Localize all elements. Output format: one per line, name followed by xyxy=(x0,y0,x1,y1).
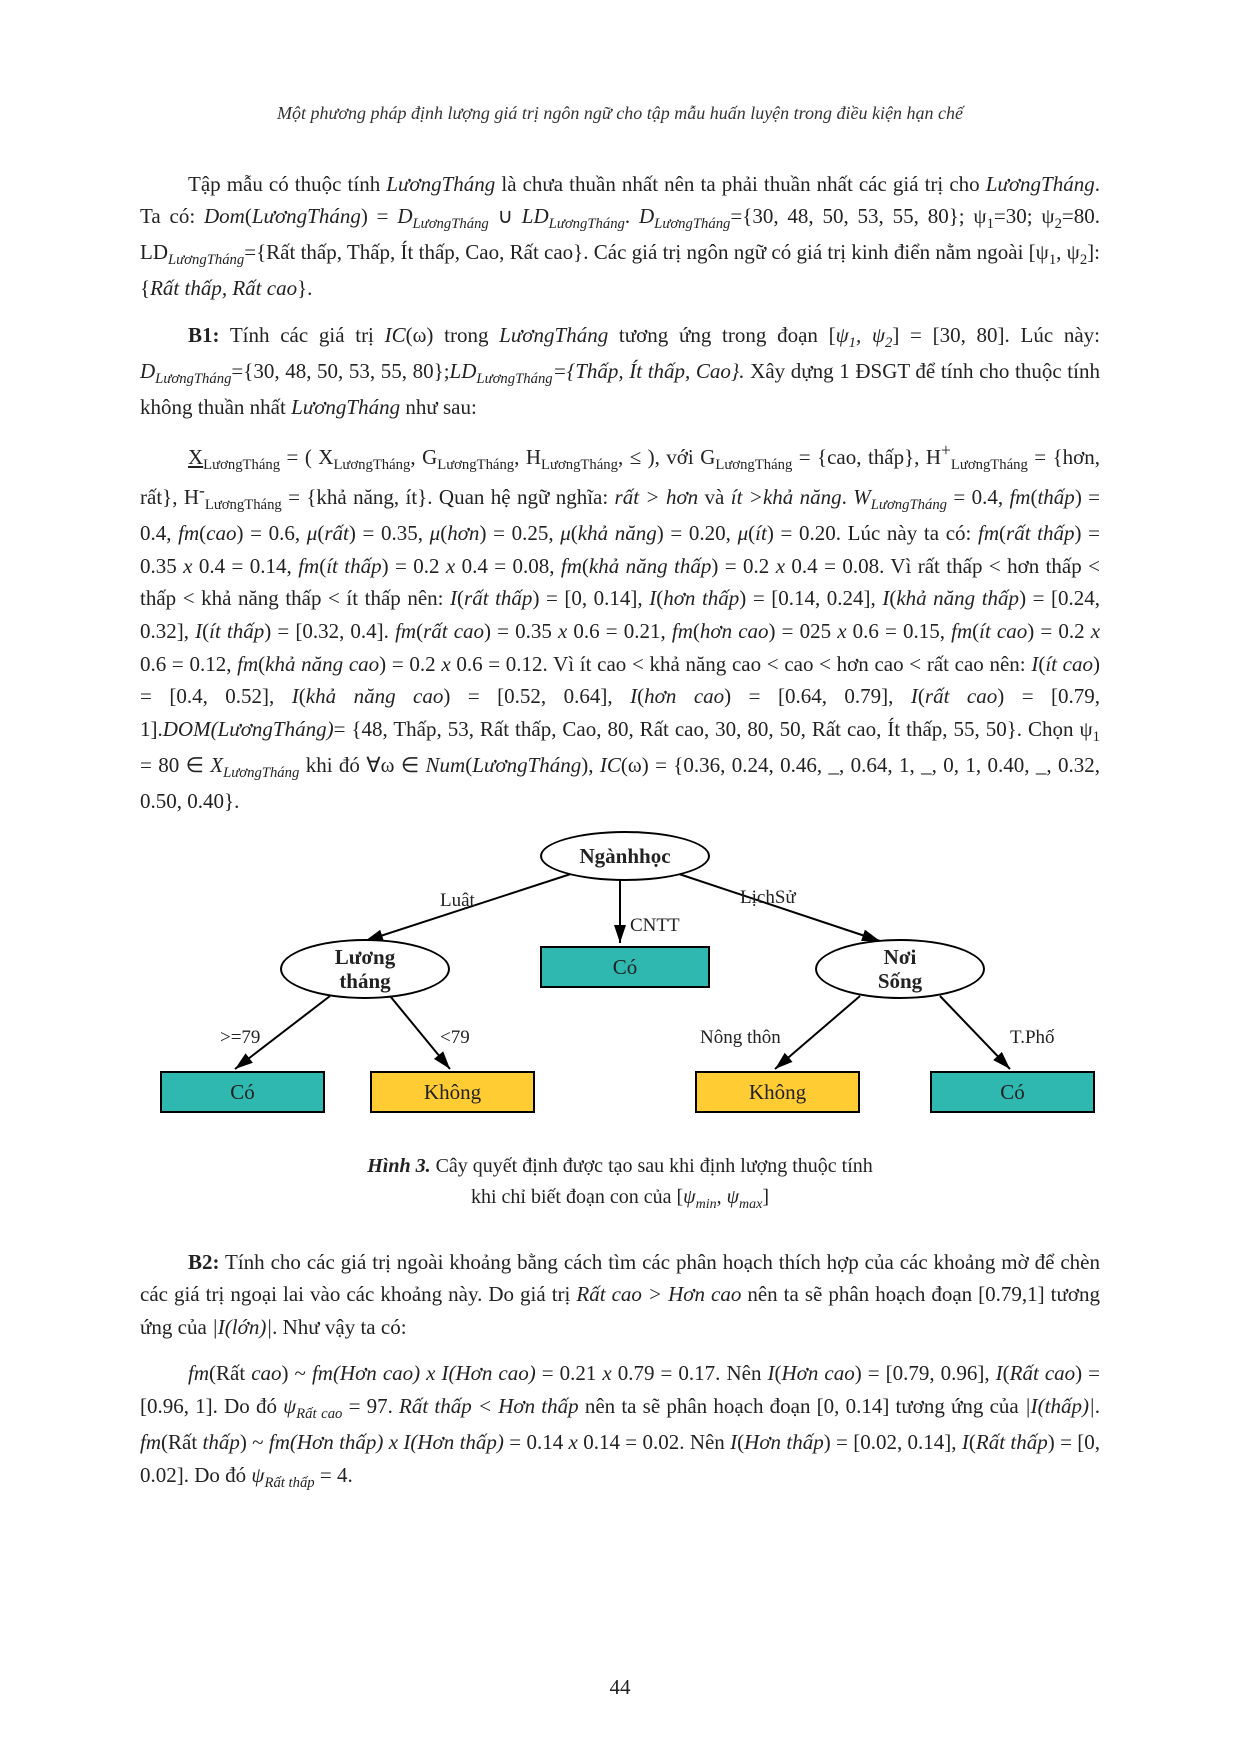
leaf-co-left: Có xyxy=(160,1071,325,1113)
edge-tpho: T.Phố xyxy=(1010,1023,1055,1052)
para-b1: B1: Tính các giá trị IC(ω) trong LươngTh… xyxy=(140,319,1100,423)
leaf-khong-right: Không xyxy=(695,1071,860,1113)
para-3: XLươngTháng = ( XLươngTháng, GLươngTháng… xyxy=(140,437,1100,817)
edge-cntt: CNTT xyxy=(630,911,680,940)
page-number: 44 xyxy=(0,1671,1240,1704)
edge-lt79: <79 xyxy=(440,1023,470,1052)
leaf-co-right: Có xyxy=(930,1071,1095,1113)
para-1: Tập mẫu có thuộc tính LươngTháng là chưa… xyxy=(140,168,1100,305)
node-root: Ngànhhọc xyxy=(540,831,710,881)
node-noisong: Nơi Sống xyxy=(815,939,985,999)
edge-nongthon: Nông thôn xyxy=(700,1023,781,1052)
node-co-mid: Có xyxy=(540,946,710,988)
decision-tree-diagram: Ngànhhọc Luật CNTT LịchSử Lương tháng Có… xyxy=(140,831,1100,1141)
edge-luat: Luật xyxy=(440,886,475,915)
node-luongthang: Lương tháng xyxy=(280,939,450,999)
para-last: fm(Rất cao) ~ fm(Hơn cao) x I(Hơn cao) =… xyxy=(140,1357,1100,1494)
running-title: Một phương pháp định lượng giá trị ngôn … xyxy=(140,100,1100,128)
figure-caption: Hình 3. Cây quyết định được tạo sau khi … xyxy=(140,1151,1100,1216)
edge-ge79: >=79 xyxy=(220,1023,260,1052)
edge-lichsu: LịchSử xyxy=(740,883,796,912)
leaf-khong-left: Không xyxy=(370,1071,535,1113)
para-b2: B2: Tính cho các giá trị ngoài khoảng bằ… xyxy=(140,1246,1100,1344)
